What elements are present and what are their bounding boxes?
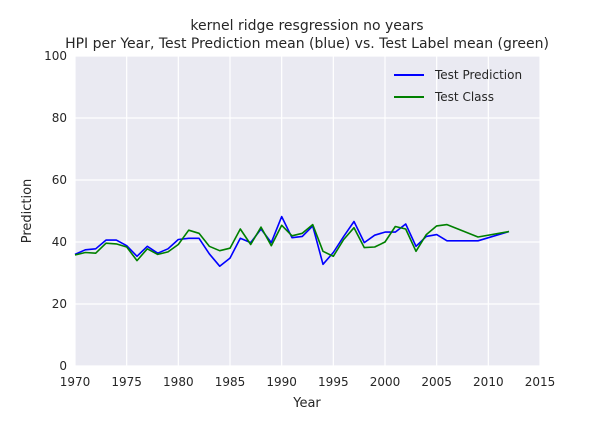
y-tick-label: 0 [59,359,67,373]
y-axis-label: Prediction [20,179,35,244]
x-tick-label: 2005 [421,375,452,389]
chart-title: kernel ridge resgression no years [190,18,423,34]
y-tick-label: 100 [44,49,67,63]
tick-labels: 1970 1975 1980 1985 1990 1995 2000 2005 2010 2015… [44,49,555,389]
x-tick-label: 1990 [266,375,297,389]
y-tick-label: 80 [52,111,67,125]
legend-entry: Test Class [434,90,494,104]
x-tick-label: 2000 [370,375,401,389]
legend-entry: Test Prediction [434,68,522,82]
series-line-test-prediction [74,215,510,268]
x-tick-label: 2010 [473,375,504,389]
series-line-test-class [74,223,510,262]
plot-area [75,56,540,366]
legend: Test Prediction Test Class [394,68,522,104]
grid [74,55,541,367]
x-tick-label: 2015 [525,375,556,389]
x-tick-label: 1970 [60,375,91,389]
chart-subtitle: HPI per Year, Test Prediction mean (blue… [65,36,549,52]
y-tick-label: 40 [52,235,67,249]
x-tick-label: 1980 [163,375,194,389]
x-axis-label: Year [292,396,321,411]
series-lines [74,215,510,268]
x-tick-label: 1995 [318,375,349,389]
x-tick-label: 1975 [111,375,142,389]
y-tick-label: 60 [52,173,67,187]
y-tick-label: 20 [52,297,67,311]
x-tick-label: 1985 [215,375,246,389]
